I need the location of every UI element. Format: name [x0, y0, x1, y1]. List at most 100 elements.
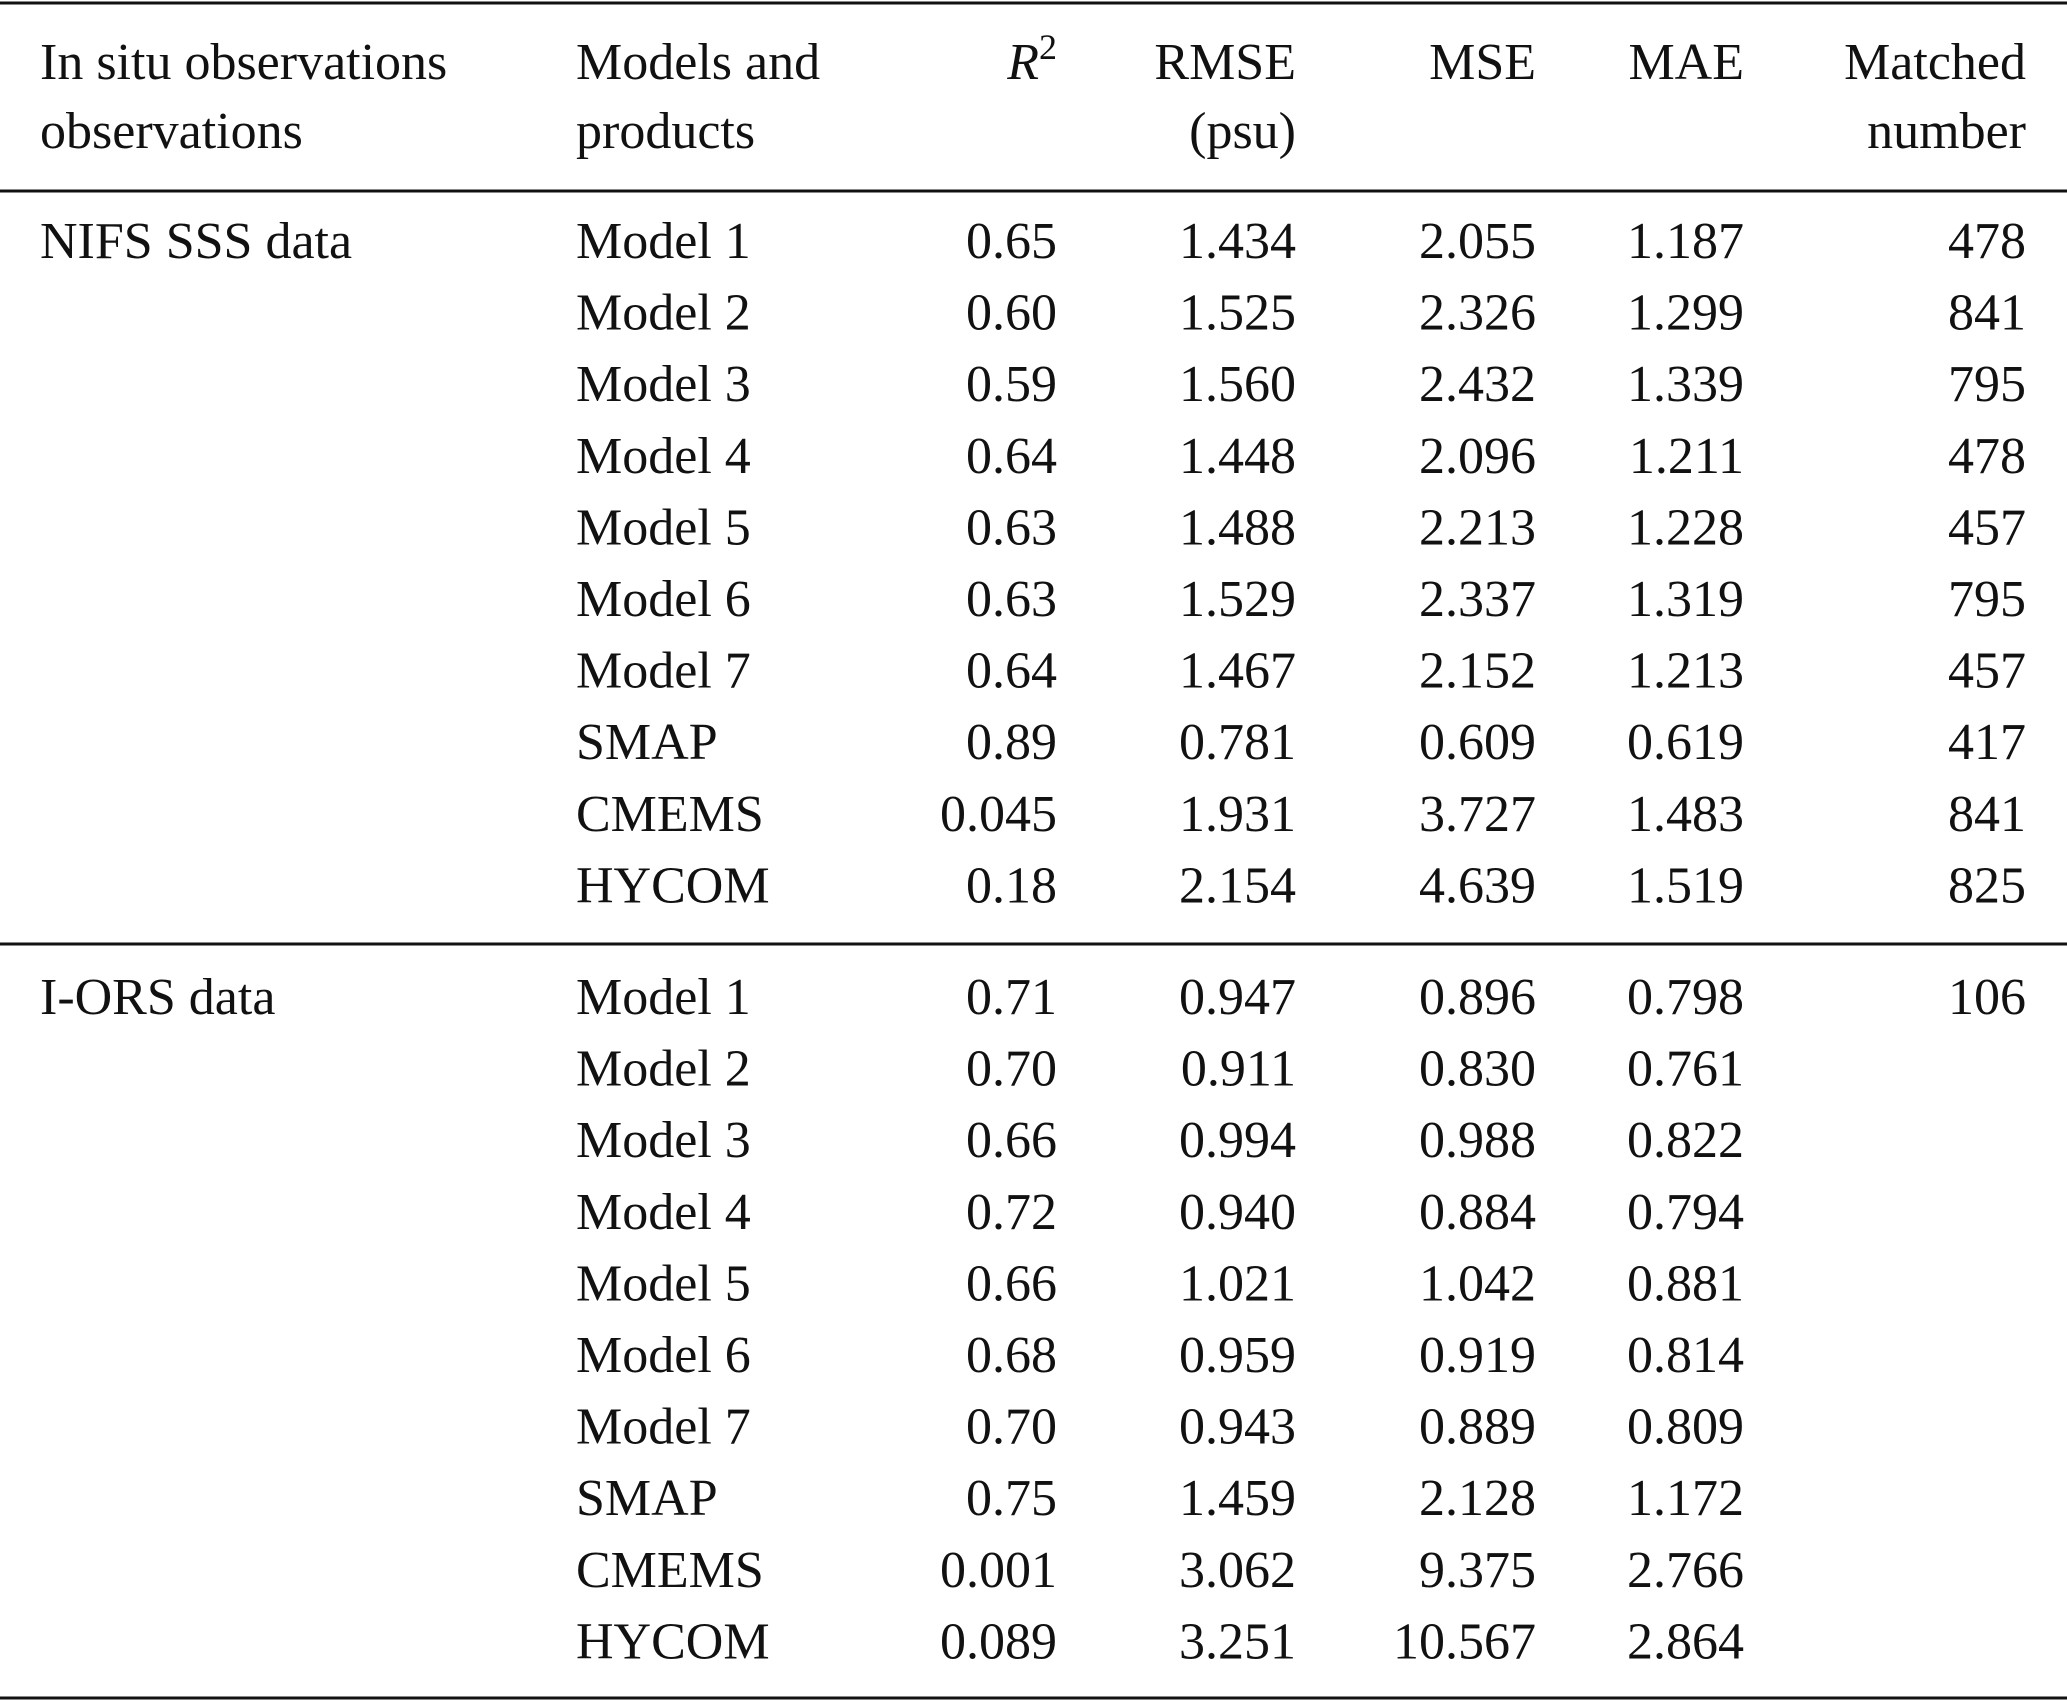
cell: 0.59	[966, 356, 1057, 413]
cell: 0.609	[1419, 714, 1536, 771]
cell: 9.375	[1419, 1542, 1536, 1599]
cell: 0.70	[966, 1399, 1057, 1456]
cell: 1.459	[1179, 1470, 1296, 1527]
cell: 2.128	[1419, 1470, 1536, 1527]
cell: 1.529	[1179, 571, 1296, 628]
cell: 0.045	[940, 786, 1057, 843]
cell: 0.994	[1179, 1112, 1296, 1169]
cell: 2.096	[1419, 428, 1536, 485]
header-cell: observations	[40, 103, 303, 160]
cell: 0.18	[966, 857, 1057, 914]
cell: 0.68	[966, 1327, 1057, 1384]
cell: 0.959	[1179, 1327, 1296, 1384]
cell: 0.64	[966, 428, 1057, 485]
cell: SMAP	[576, 1470, 718, 1527]
cell: 0.943	[1179, 1399, 1296, 1456]
cell: 1.213	[1627, 643, 1744, 700]
header-symbol: R	[1006, 34, 1039, 91]
cell: 0.71	[966, 969, 1057, 1026]
cell: SMAP	[576, 714, 718, 771]
cell: HYCOM	[576, 1613, 770, 1670]
cell: Model 3	[576, 1112, 751, 1169]
cell: 1.187	[1627, 213, 1744, 270]
cell: 1.434	[1179, 213, 1296, 270]
cell: 2.766	[1627, 1542, 1744, 1599]
cell: 1.483	[1627, 786, 1744, 843]
header-cell: MAE	[1628, 34, 1744, 91]
header-cell: Matched	[1844, 34, 2026, 91]
header-cell: number	[1867, 103, 2026, 160]
cell: 0.988	[1419, 1112, 1536, 1169]
cell: 106	[1948, 969, 2026, 1026]
cell: 1.228	[1627, 499, 1744, 556]
cell: 0.911	[1181, 1041, 1296, 1098]
cell: 795	[1948, 571, 2026, 628]
cell: 841	[1948, 786, 2026, 843]
cell: 2.213	[1419, 499, 1536, 556]
cell: 1.339	[1627, 356, 1744, 413]
cell: 1.042	[1419, 1255, 1536, 1312]
cell: 1.299	[1627, 285, 1744, 342]
cell: HYCOM	[576, 857, 770, 914]
cell: 0.66	[966, 1112, 1057, 1169]
cell: 0.64	[966, 643, 1057, 700]
cell: 2.337	[1419, 571, 1536, 628]
cell: CMEMS	[576, 1542, 764, 1599]
cell: 1.211	[1629, 428, 1744, 485]
cell: 3.727	[1419, 786, 1536, 843]
cell: Model 2	[576, 1041, 751, 1098]
cell: Model 1	[576, 213, 751, 270]
group-name: NIFS SSS data	[40, 213, 352, 270]
cell: 841	[1948, 285, 2026, 342]
cell: Model 5	[576, 1255, 751, 1312]
cell: 0.89	[966, 714, 1057, 771]
cell: Model 3	[576, 356, 751, 413]
cell: 0.75	[966, 1470, 1057, 1527]
header-cell: RMSE	[1154, 34, 1296, 91]
cell: 0.761	[1627, 1041, 1744, 1098]
cell: 2.152	[1419, 643, 1536, 700]
cell: 2.154	[1179, 857, 1296, 914]
cell: 0.63	[966, 571, 1057, 628]
cell: 0.822	[1627, 1112, 1744, 1169]
cell: 1.488	[1179, 499, 1296, 556]
cell: 10.567	[1393, 1613, 1536, 1670]
group-name: I-ORS data	[40, 969, 275, 1026]
cell: 3.062	[1179, 1542, 1296, 1599]
cell: 0.947	[1179, 969, 1296, 1026]
cell: 0.884	[1419, 1184, 1536, 1241]
cell: 1.560	[1179, 356, 1296, 413]
cell: Model 6	[576, 571, 751, 628]
cell: 1.021	[1179, 1255, 1296, 1312]
cell: 0.619	[1627, 714, 1744, 771]
cell: 1.172	[1627, 1470, 1744, 1527]
header-cell: MSE	[1429, 34, 1536, 91]
cell: 0.781	[1179, 714, 1296, 771]
cell: Model 4	[576, 1184, 751, 1241]
cell: 1.448	[1179, 428, 1296, 485]
cell: 478	[1948, 213, 2026, 270]
cell: 0.814	[1627, 1327, 1744, 1384]
cell: 0.001	[940, 1542, 1057, 1599]
cell: 0.72	[966, 1184, 1057, 1241]
cell: 0.798	[1627, 969, 1744, 1026]
cell: 1.525	[1179, 285, 1296, 342]
cell: Model 6	[576, 1327, 751, 1384]
cell: 0.940	[1179, 1184, 1296, 1241]
header-cell: (psu)	[1189, 103, 1296, 160]
cell: 457	[1948, 643, 2026, 700]
cell: 1.931	[1179, 786, 1296, 843]
cell: Model 1	[576, 969, 751, 1026]
cell: CMEMS	[576, 786, 764, 843]
header-cell: In situ observations	[40, 34, 447, 91]
header-cell: R2	[1006, 27, 1057, 91]
cell: 795	[1948, 356, 2026, 413]
cell: 825	[1948, 857, 2026, 914]
cell: Model 7	[576, 643, 751, 700]
cell: 0.70	[966, 1041, 1057, 1098]
cell: 0.66	[966, 1255, 1057, 1312]
cell: 417	[1948, 714, 2026, 771]
cell: 0.919	[1419, 1327, 1536, 1384]
cell: 0.60	[966, 285, 1057, 342]
cell: Model 5	[576, 499, 751, 556]
